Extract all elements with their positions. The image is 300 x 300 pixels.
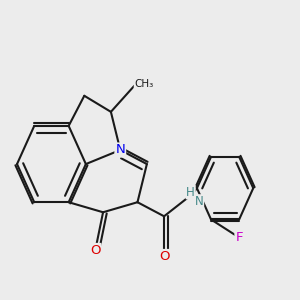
Text: N: N — [195, 195, 203, 208]
Text: O: O — [90, 244, 101, 257]
Text: F: F — [236, 231, 243, 244]
Text: O: O — [159, 250, 169, 263]
Text: N: N — [116, 143, 125, 157]
Text: H: H — [186, 186, 195, 199]
Text: CH₃: CH₃ — [134, 79, 154, 89]
